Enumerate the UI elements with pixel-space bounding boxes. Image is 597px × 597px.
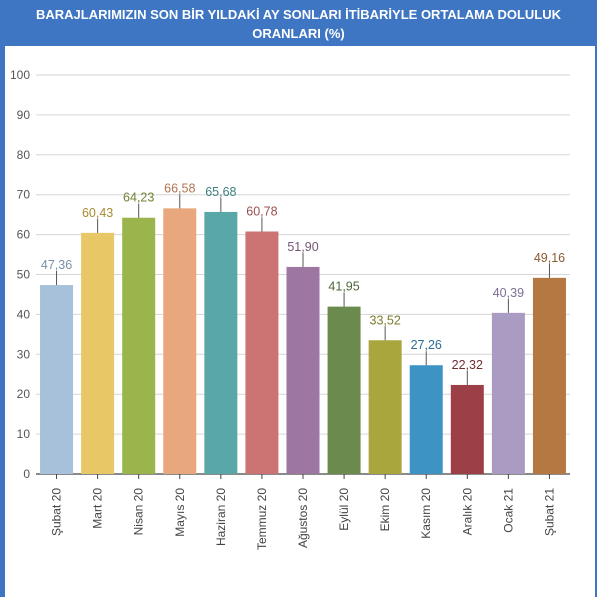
data-label: 60,43 xyxy=(82,206,113,220)
bar xyxy=(40,285,74,474)
x-tick-label: Nisan 20 xyxy=(132,488,146,536)
bar xyxy=(532,277,566,474)
data-label: 51,90 xyxy=(287,240,318,254)
bar xyxy=(204,211,238,474)
x-tick-label: Mayıs 20 xyxy=(173,488,187,537)
data-label: 47,36 xyxy=(41,258,72,272)
x-tick-label: Eylül 20 xyxy=(337,488,351,531)
data-label: 27,26 xyxy=(411,338,442,352)
y-tick-label: 80 xyxy=(17,148,31,162)
value-labels: 47,36 60,43 64,23 66,58 65,68 60,78 51,90 41,95… xyxy=(41,181,565,385)
x-tick-label: Ekim 20 xyxy=(378,488,392,532)
chart-title-line2: ORANLARI (%) xyxy=(252,26,345,41)
data-label: 65,68 xyxy=(205,185,236,199)
y-tick-label: 20 xyxy=(17,387,31,401)
x-tick-label: Kasım 20 xyxy=(419,488,433,539)
data-label: 22,32 xyxy=(452,358,483,372)
y-tick-label: 50 xyxy=(17,268,31,282)
y-tick-label: 0 xyxy=(23,467,30,481)
x-tick-label: Ağustos 20 xyxy=(296,488,310,548)
bars xyxy=(40,208,566,475)
bar xyxy=(286,266,320,474)
bar xyxy=(245,231,279,474)
y-tick-label: 60 xyxy=(17,228,31,242)
data-label: 60,78 xyxy=(246,204,277,218)
data-label: 41,95 xyxy=(328,280,359,294)
x-tick-label: Temmuz 20 xyxy=(255,488,269,550)
bar xyxy=(327,306,361,474)
bar xyxy=(368,340,402,474)
y-tick-label: 100 xyxy=(10,68,30,82)
data-label: 66,58 xyxy=(164,181,195,195)
x-tick-label: Şubat 21 xyxy=(542,488,556,536)
data-label: 33,52 xyxy=(370,313,401,327)
bar xyxy=(409,365,443,474)
x-tick-label: Aralık 20 xyxy=(460,488,474,536)
bar xyxy=(122,217,156,475)
y-tick-label: 40 xyxy=(17,307,31,321)
chart-title-line1: BARAJLARIMIZIN SON BİR YILDAKİ AY SONLAR… xyxy=(35,7,562,22)
x-axis: Şubat 20 Mart 20 Nisan 20 Mayıs 20 Haziran 2… xyxy=(50,474,556,550)
y-tick-label: 10 xyxy=(17,427,31,441)
data-label: 40,39 xyxy=(493,286,524,300)
bar xyxy=(450,384,484,474)
data-label: 49,16 xyxy=(534,251,565,265)
bar xyxy=(491,312,525,474)
bar xyxy=(163,208,197,474)
chart-title: BARAJLARIMIZIN SON BİR YILDAKİ AY SONLAR… xyxy=(0,0,597,46)
data-label: 64,23 xyxy=(123,191,154,205)
x-tick-label: Haziran 20 xyxy=(214,488,228,546)
y-tick-label: 70 xyxy=(17,188,31,202)
bar xyxy=(81,232,115,474)
x-tick-label: Mart 20 xyxy=(91,488,105,529)
x-tick-label: Şubat 20 xyxy=(50,488,64,536)
y-tick-label: 30 xyxy=(17,347,31,361)
y-axis: 0 10 20 30 40 50 60 70 80 90 100 xyxy=(10,68,30,481)
y-tick-label: 90 xyxy=(17,108,31,122)
x-tick-label: Ocak 21 xyxy=(501,488,515,533)
